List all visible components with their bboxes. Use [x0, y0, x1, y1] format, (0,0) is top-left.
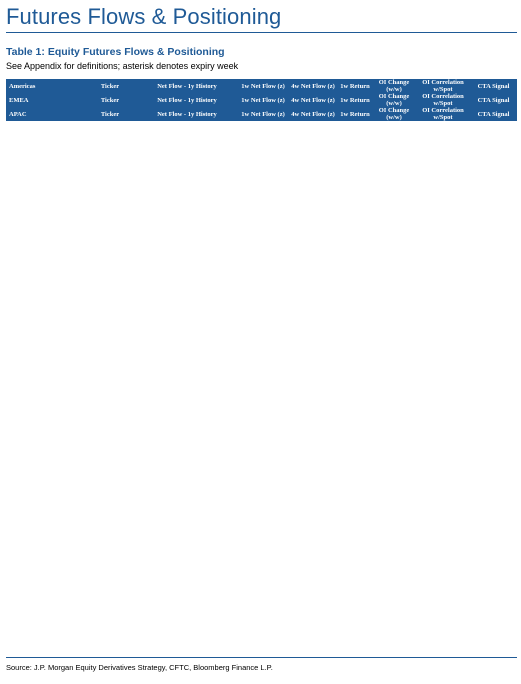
column-header-history: Net Flow - 1y History: [136, 79, 238, 93]
title-rule: [6, 32, 517, 33]
column-header-ret: 1w Return: [338, 93, 372, 107]
column-header-cta: CTA Signal: [470, 79, 517, 93]
column-header-ticker: Ticker: [84, 93, 136, 107]
region-label: APAC: [6, 107, 84, 121]
column-header-cta: CTA Signal: [470, 107, 517, 121]
section-header: EMEA Ticker Net Flow - 1y History 1w Net Fl…: [6, 93, 517, 107]
table-title: Table 1: Equity Futures Flows & Position…: [6, 46, 225, 58]
column-header-flow4w: 4w Net Flow (z): [288, 79, 338, 93]
column-header-ticker: Ticker: [84, 107, 136, 121]
column-header-history: Net Flow - 1y History: [136, 93, 238, 107]
column-header-flow1w: 1w Net Flow (z): [238, 107, 288, 121]
column-header-corr: OI Correlation w/Spot: [416, 93, 470, 107]
page-title: Futures Flows & Positioning: [6, 4, 282, 29]
column-header-history: Net Flow - 1y History: [136, 107, 238, 121]
column-header-corr: OI Correlation w/Spot: [416, 79, 470, 93]
column-header-flow1w: 1w Net Flow (z): [238, 79, 288, 93]
column-header-flow4w: 4w Net Flow (z): [288, 107, 338, 121]
column-header-oi: OI Change (w/w): [372, 107, 416, 121]
column-header-ret: 1w Return: [338, 79, 372, 93]
table-note: See Appendix for definitions; asterisk d…: [6, 61, 239, 71]
column-header-cta: CTA Signal: [470, 93, 517, 107]
futures-flows-table: Americas Ticker Net Flow - 1y History 1w Ne…: [6, 79, 517, 121]
section-header: Americas Ticker Net Flow - 1y History 1w Ne…: [6, 79, 517, 93]
column-header-ticker: Ticker: [84, 79, 136, 93]
column-header-flow1w: 1w Net Flow (z): [238, 93, 288, 107]
column-header-flow4w: 4w Net Flow (z): [288, 93, 338, 107]
column-header-ret: 1w Return: [338, 107, 372, 121]
column-header-oi: OI Change (w/w): [372, 79, 416, 93]
column-header-corr: OI Correlation w/Spot: [416, 107, 470, 121]
region-label: Americas: [6, 79, 84, 93]
section-header: APAC Ticker Net Flow - 1y History 1w Net Fl…: [6, 107, 517, 121]
region-label: EMEA: [6, 93, 84, 107]
footer-rule: [6, 657, 517, 658]
source-note: Source: J.P. Morgan Equity Derivatives S…: [6, 663, 273, 672]
column-header-oi: OI Change (w/w): [372, 93, 416, 107]
table-body: Americas Ticker Net Flow - 1y History 1w Ne…: [6, 79, 517, 121]
